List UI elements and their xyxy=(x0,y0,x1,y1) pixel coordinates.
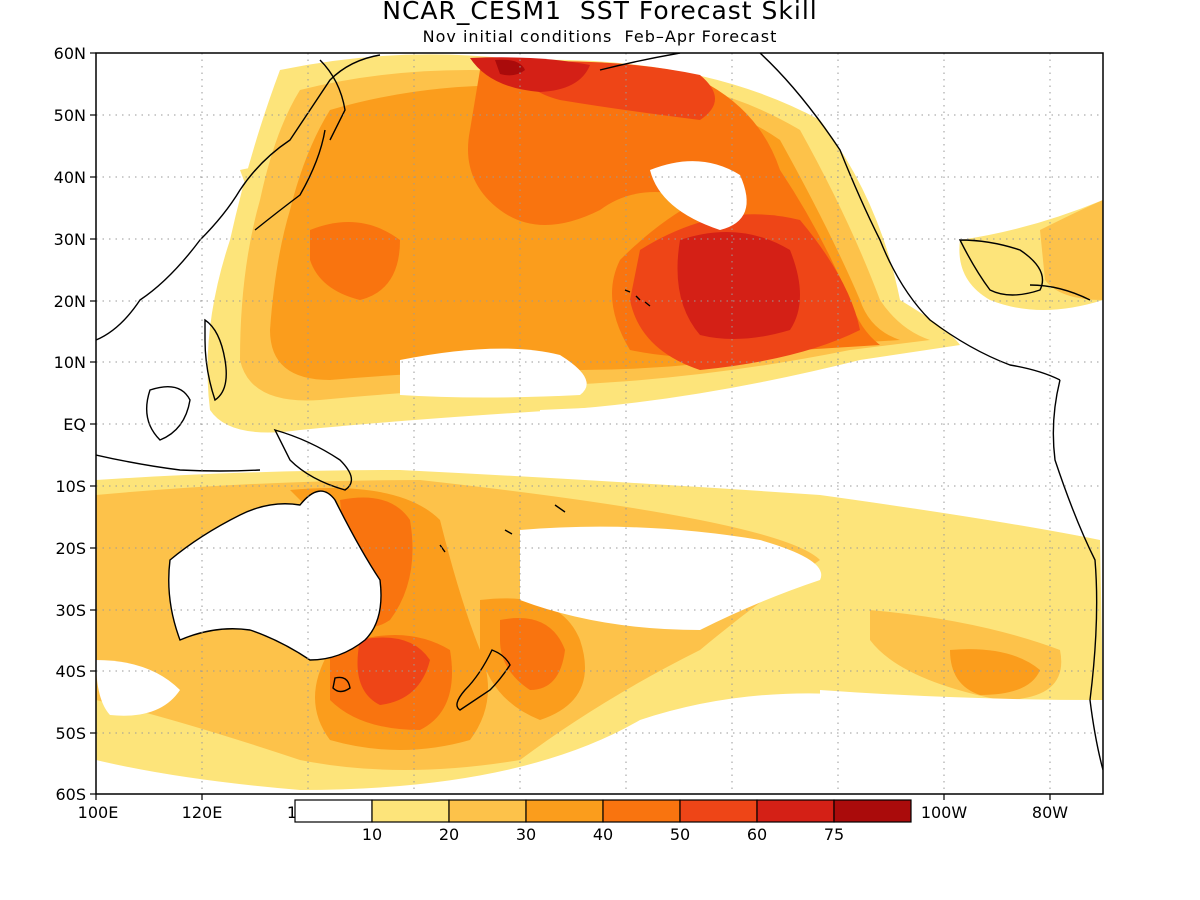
lon-label: 1 xyxy=(287,803,297,822)
lat-label: 60S xyxy=(55,785,86,804)
lon-label: 100W xyxy=(921,803,968,822)
colorbar-label: 20 xyxy=(439,825,459,844)
lat-label: 30N xyxy=(54,230,86,249)
coastlines xyxy=(96,53,1103,771)
colorbar-swatch xyxy=(602,799,681,823)
pacific-islands xyxy=(439,504,566,553)
map-title: NCAR_CESM1 SST Forecast Skill xyxy=(382,0,818,25)
lon-label: 120E xyxy=(182,803,223,822)
new-guinea-coastline xyxy=(273,428,353,491)
colorbar-swatch xyxy=(371,799,450,823)
lat-label: 40N xyxy=(54,168,86,187)
lat-label: 20S xyxy=(55,539,86,558)
philippines-coastline xyxy=(204,318,227,402)
lat-label: 30S xyxy=(55,601,86,620)
cuba-coastline xyxy=(1029,284,1091,301)
australia-coastline xyxy=(168,490,382,661)
colorbar-swatch xyxy=(756,799,835,823)
lat-label: 40S xyxy=(55,662,86,681)
new-zealand-coastline xyxy=(456,649,511,711)
grid-lines xyxy=(96,53,1103,794)
lat-label: 60N xyxy=(54,44,86,63)
lat-ticks xyxy=(90,52,96,795)
north-america-coastline xyxy=(759,53,1061,381)
map-subtitle: Nov initial conditions Feb–Apr Forecast xyxy=(422,27,778,46)
lat-label: 20N xyxy=(54,292,86,311)
lat-label: 10N xyxy=(54,353,86,372)
skill-shading xyxy=(96,54,1103,794)
lat-label: 50S xyxy=(55,724,86,743)
lon-ticks xyxy=(95,794,1051,800)
borneo-coastline xyxy=(146,386,191,441)
colorbar-label: 75 xyxy=(824,825,844,844)
sumatra-java-coastline xyxy=(96,454,261,472)
lat-label: 10S xyxy=(55,477,86,496)
colorbar-label: 30 xyxy=(516,825,536,844)
lon-label: 80W xyxy=(1032,803,1068,822)
low-skill-regions xyxy=(96,161,1103,794)
colorbar-swatch xyxy=(294,799,373,823)
alaska-coastline xyxy=(599,53,681,71)
lon-labels: 100E 120E 1 100W 80W xyxy=(78,803,1069,822)
colorbar-label: 10 xyxy=(362,825,382,844)
colorbar-label: 50 xyxy=(670,825,690,844)
hawaii-islands xyxy=(624,289,651,307)
colorbar-label: 60 xyxy=(747,825,767,844)
colorbar-swatch xyxy=(525,799,604,823)
lat-label: EQ xyxy=(63,415,86,434)
tasmania-coastline xyxy=(332,676,351,693)
skill-band-75-plus xyxy=(495,59,525,76)
lat-labels: 60N 50N 40N 30N 20N 10N EQ 10S 20S 30S 4… xyxy=(54,44,86,804)
japan-coastline xyxy=(254,129,326,231)
lon-label: 100E xyxy=(78,803,119,822)
asia-coastline xyxy=(96,54,381,341)
colorbar-label: 40 xyxy=(593,825,613,844)
lat-label: 50N xyxy=(54,106,86,125)
south-america-coastline xyxy=(1052,379,1103,771)
colorbar-swatch xyxy=(679,799,758,823)
gulf-coastline xyxy=(958,239,1044,296)
colorbar-swatch xyxy=(833,799,912,823)
kamchatka-coastline xyxy=(319,59,346,141)
colorbar: 10 20 30 40 50 60 75 xyxy=(294,799,912,844)
colorbar-swatch xyxy=(448,799,527,823)
